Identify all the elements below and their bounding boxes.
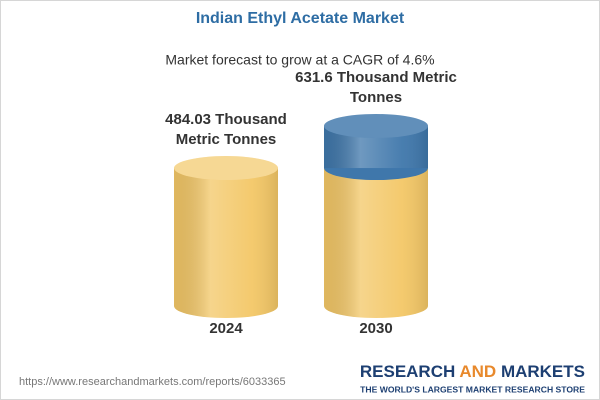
cylinder-top-light [324,114,428,138]
x-tick-label: 2024 [209,320,243,337]
cylinder-body-shade [174,168,278,306]
value-label: 484.03 Thousand Metric Tonnes [165,111,287,149]
brand-tagline: THE WORLD'S LARGEST MARKET RESEARCH STOR… [360,384,585,394]
chart-subtitle: Market forecast to grow at a CAGR of 4.6… [165,52,434,68]
x-tick-label: 2030 [359,320,392,337]
cylinder-body-shade [324,168,428,306]
brand-part: RESEARCH [360,362,455,381]
brand-part: AND [459,362,496,381]
brand-part: MARKETS [501,362,585,381]
chart-title: Indian Ethyl Acetate Market [196,10,405,27]
cylinder-top-light [174,156,278,181]
brand: RESEARCH AND MARKETS [360,362,585,381]
cylinder-top [324,114,428,138]
value-label: 631.6 Thousand Metric Tonnes [295,69,457,106]
cylinder-top [174,156,278,181]
source-url: https://www.researchandmarkets.com/repor… [19,376,286,388]
